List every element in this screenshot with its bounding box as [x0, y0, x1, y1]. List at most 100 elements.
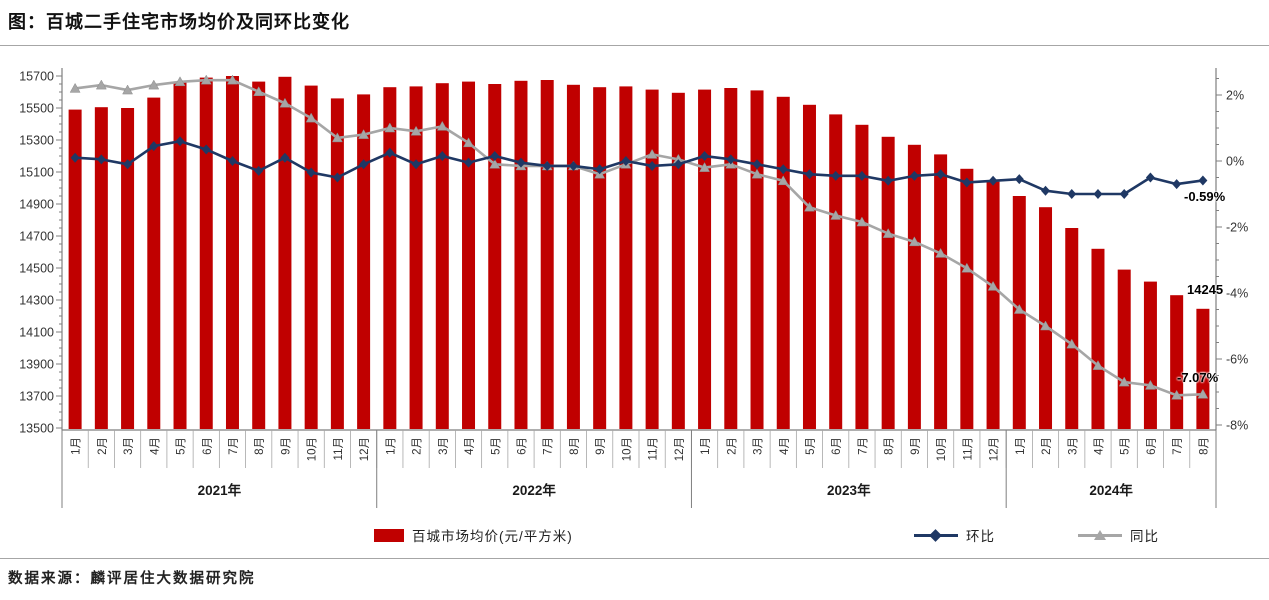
month-tick-label: 8月: [884, 437, 896, 455]
price-bar: [488, 84, 502, 429]
triangle-marker: [699, 162, 710, 172]
left-axis-tick-label: 14300: [19, 294, 54, 308]
triangle-marker: [253, 86, 265, 96]
triangle-marker: [410, 125, 422, 136]
diamond-marker: [149, 141, 159, 152]
month-tick-label: 12月: [674, 437, 686, 461]
diamond-marker: [516, 157, 526, 168]
month-tick-label: 5月: [490, 437, 502, 455]
price-bar: [750, 90, 764, 430]
diamond-marker: [909, 170, 919, 181]
left-axis-tick-label: 14700: [19, 230, 54, 244]
triangle-marker: [305, 112, 317, 123]
diamond-marker: [726, 154, 736, 165]
month-tick-label: 1月: [385, 437, 397, 455]
price-bar: [252, 81, 266, 429]
footer-divider: [0, 558, 1269, 559]
triangle-marker: [1197, 388, 1209, 399]
annotation-last-mom: -0.59%: [1184, 189, 1226, 204]
left-axis-tick-label: 15300: [19, 134, 54, 148]
price-bar: [173, 82, 187, 430]
triangle-marker: [1040, 320, 1051, 331]
diamond-marker: [568, 160, 578, 171]
price-bar: [1039, 207, 1053, 429]
diamond-marker: [673, 159, 683, 170]
left-axis-tick-label: 13700: [19, 390, 54, 404]
price-bar: [1143, 281, 1157, 429]
legend-item-yoy: 同比: [1078, 525, 1159, 545]
month-tick-label: 7月: [543, 437, 555, 455]
price-bar: [1196, 308, 1210, 429]
right-axis-tick-label: -2%: [1226, 221, 1248, 235]
diamond-marker: [70, 152, 80, 163]
month-tick-label: 9月: [280, 437, 292, 455]
month-tick-label: 10月: [307, 437, 319, 461]
diamond-marker: [254, 165, 264, 176]
price-bar: [121, 108, 135, 429]
triangle-marker: [1066, 338, 1078, 349]
price-bar: [1170, 295, 1184, 429]
month-tick-label: 6月: [831, 437, 843, 455]
diamond-marker: [306, 167, 316, 178]
price-bar: [829, 114, 843, 430]
triangle-marker: [830, 209, 842, 220]
month-tick-label: 1月: [71, 437, 83, 455]
diamond-marker: [595, 164, 605, 175]
mom-series-sample: [914, 528, 958, 542]
month-tick-label: 5月: [805, 437, 817, 455]
price-bar: [68, 109, 82, 429]
triangle-marker: [148, 79, 160, 90]
month-tick-label: 9月: [910, 437, 922, 455]
month-tick-label: 2月: [97, 437, 109, 455]
legend-label-mom: 环比: [966, 529, 995, 544]
month-tick-label: 4月: [1093, 437, 1105, 455]
triangle-marker-icon: [1094, 529, 1106, 540]
price-bar: [698, 89, 712, 429]
month-tick-label: 3月: [753, 437, 765, 455]
diamond-marker: [883, 175, 893, 186]
month-tick-label: 7月: [857, 437, 869, 455]
diamond-marker: [1093, 189, 1103, 199]
month-tick-label: 3月: [123, 437, 135, 455]
chart-legend: 百城市场均价(元/平方米) 环比 同比: [0, 523, 1269, 547]
diamond-marker: [1198, 175, 1208, 186]
price-bar: [593, 87, 607, 429]
triangle-marker: [1092, 360, 1104, 370]
price-bar: [776, 96, 790, 430]
legend-label-price: 百城市场均价(元/平方米): [412, 529, 573, 544]
month-tick-label: 5月: [1120, 437, 1132, 455]
price-bar: [907, 144, 921, 430]
month-tick-label: 10月: [936, 437, 948, 461]
triangle-marker: [358, 129, 370, 139]
diamond-marker: [700, 151, 710, 162]
yoy-line: [69, 74, 1209, 400]
triangle-marker: [489, 158, 501, 169]
price-bar: [855, 124, 869, 430]
price-bar: [540, 80, 554, 429]
price-bar: [802, 104, 816, 430]
month-tick-label: 2月: [1041, 437, 1053, 455]
month-tick-label: 6月: [516, 437, 528, 455]
triangle-marker: [1171, 389, 1183, 400]
year-group-label: 2023年: [827, 482, 871, 498]
annotation-last-price: 14245: [1187, 282, 1224, 297]
diamond-marker: [385, 147, 395, 158]
diamond-marker: [437, 151, 447, 162]
annotation-last-yoy: -7.07%: [1177, 370, 1219, 385]
triangle-marker: [856, 216, 868, 227]
triangle-marker: [646, 148, 658, 159]
legend-item-price: 百城市场均价(元/平方米): [374, 525, 573, 545]
diamond-marker: [1067, 189, 1077, 199]
left-axis: 13500 13700 13900 14100 14300 14500 14700 14900…: [19, 70, 62, 436]
triangle-marker: [122, 84, 133, 95]
price-bar: [304, 85, 318, 429]
month-tick-label: 12月: [989, 437, 1001, 461]
month-tick-label: 10月: [621, 437, 633, 461]
price-bar: [986, 181, 1000, 429]
price-bar: [1117, 269, 1131, 429]
triangle-marker: [777, 175, 789, 186]
diamond-marker: [542, 160, 552, 171]
right-axis-tick-label: -8%: [1226, 419, 1248, 433]
month-tick-label: 2月: [412, 437, 424, 455]
